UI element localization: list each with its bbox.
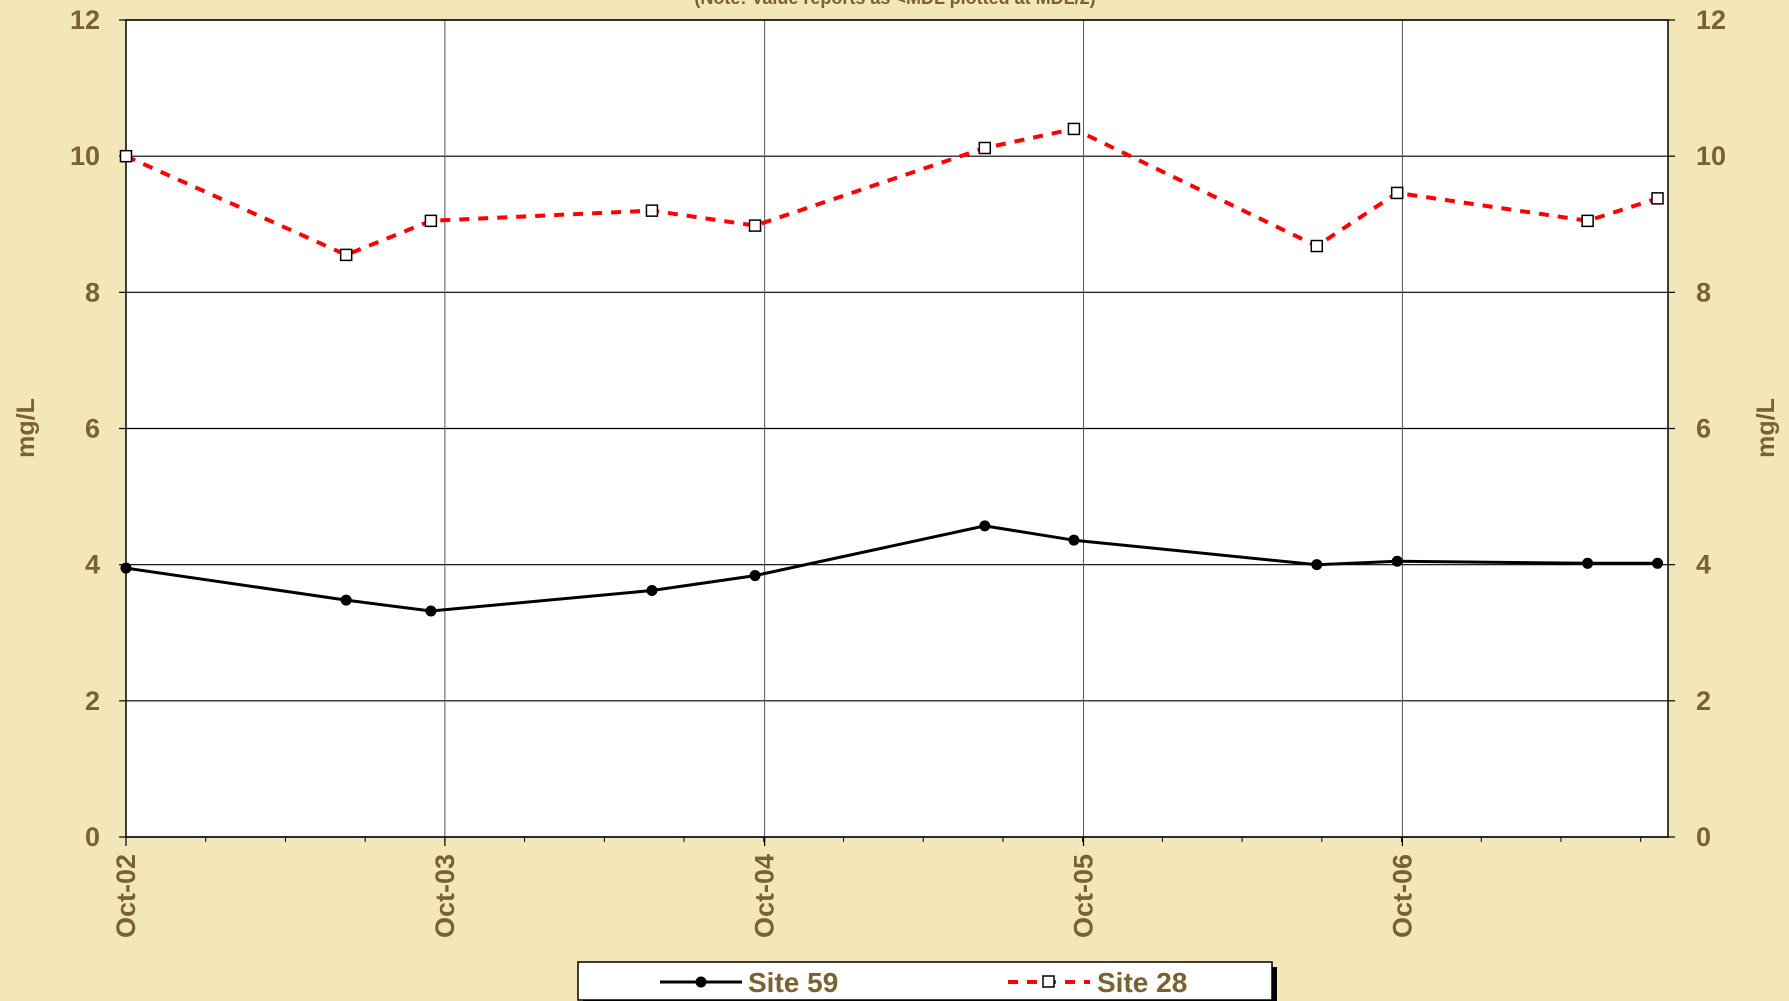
y-tick-label-right-8: 8	[1696, 277, 1711, 307]
y-axis-left-labels: 0 2 4 6 8 10 12	[70, 5, 100, 852]
data-point-site-59-9	[1582, 557, 1594, 569]
legend: Site 59 Site 28	[577, 961, 1277, 1001]
data-point-site-59-5	[979, 520, 991, 532]
data-point-site-59-10	[1652, 557, 1664, 569]
x-tick-label-Oct-04: Oct-04	[750, 854, 780, 938]
data-point-site-28-0	[119, 149, 133, 163]
legend-label-site-28: Site 28	[1097, 967, 1187, 998]
data-point-site-59-0	[120, 562, 132, 574]
y-tick-label-left-8: 8	[85, 277, 100, 307]
axis-ticks	[119, 19, 1675, 846]
y-tick-label-right-6: 6	[1696, 414, 1711, 444]
y-tick-label-right-12: 12	[1696, 5, 1726, 35]
y-tick-label-right-4: 4	[1696, 550, 1711, 580]
data-point-site-28-9	[1581, 214, 1594, 228]
data-point-site-28-7	[1310, 239, 1324, 253]
y-tick-label-left-12: 12	[70, 5, 100, 35]
legend-marker-site-59	[695, 976, 707, 988]
data-point-site-59-7	[1311, 559, 1323, 571]
legend-label-site-59: Site 59	[748, 967, 838, 998]
data-point-site-28-4	[748, 219, 762, 232]
data-point-site-28-10	[1651, 192, 1664, 205]
data-point-site-28-2	[424, 214, 438, 228]
data-point-site-59-6	[1068, 534, 1080, 546]
x-tick-label-Oct-06: Oct-06	[1387, 854, 1417, 938]
data-point-site-28-6	[1067, 122, 1081, 136]
data-point-site-59-1	[340, 594, 352, 606]
x-axis-labels: Oct-02 Oct-03 Oct-04 Oct-05 Oct-06	[111, 854, 1417, 938]
data-point-site-28-1	[339, 248, 353, 262]
y-tick-label-right-10: 10	[1696, 141, 1726, 171]
data-point-site-59-3	[646, 585, 658, 597]
data-point-site-28-3	[645, 204, 659, 217]
y-tick-label-left-2: 2	[85, 686, 100, 716]
y-tick-label-left-10: 10	[70, 141, 100, 171]
x-tick-label-Oct-02: Oct-02	[111, 854, 141, 938]
y-tick-label-right-2: 2	[1696, 686, 1711, 716]
chart-note: (Note: Value reports as <MDL plotted at …	[694, 0, 1095, 8]
data-point-site-59-4	[749, 570, 761, 582]
data-point-site-59-2	[425, 605, 437, 617]
y-tick-label-right-0: 0	[1696, 822, 1711, 852]
legend-marker-site-28	[1042, 975, 1055, 988]
y-axis-left-title: mg/L	[12, 398, 40, 458]
data-point-site-59-8	[1391, 555, 1403, 567]
y-axis-right-labels: 0 2 4 6 8 10 12	[1696, 5, 1726, 852]
data-point-site-28-5	[978, 141, 992, 155]
x-tick-label-Oct-05: Oct-05	[1069, 854, 1099, 938]
data-point-site-28-8	[1390, 186, 1404, 200]
y-tick-label-left-4: 4	[85, 550, 100, 580]
y-tick-label-left-0: 0	[85, 822, 100, 852]
y-axis-right-title: mg/L	[1752, 398, 1780, 458]
y-tick-label-left-6: 6	[85, 414, 100, 444]
x-tick-label-Oct-03: Oct-03	[430, 854, 460, 938]
series-layer	[119, 122, 1664, 617]
